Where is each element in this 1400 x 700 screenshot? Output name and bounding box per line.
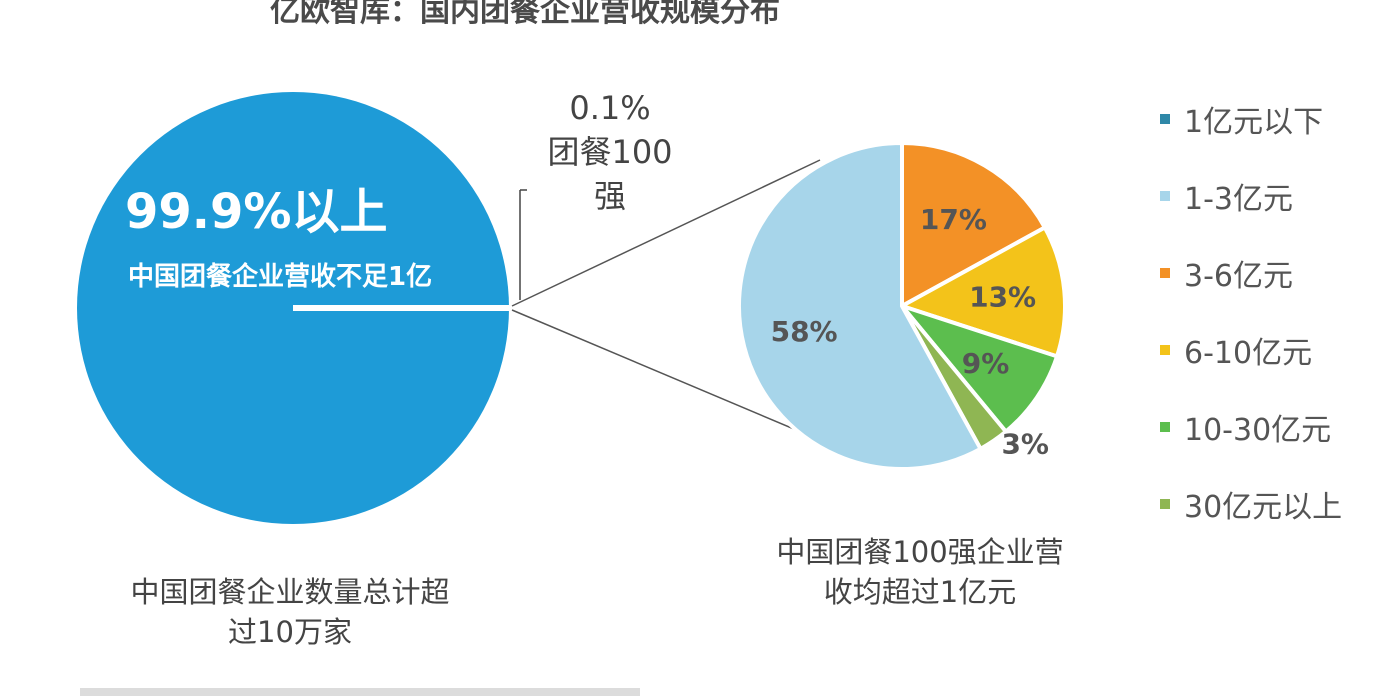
- legend-item: 1亿元以下: [1160, 80, 1342, 157]
- legend-item: 10-30亿元: [1160, 388, 1342, 465]
- pie-slice: [900, 140, 1048, 310]
- legend: 1亿元以下 1-3亿元 3-6亿元 6-10亿元 10-30亿元 30亿元以上: [1160, 80, 1342, 542]
- pie-slice-label: 3%: [1001, 428, 1049, 461]
- legend-label: 10-30亿元: [1184, 412, 1332, 448]
- legend-item: 30亿元以上: [1160, 465, 1342, 542]
- connector-line-bottom: [511, 309, 821, 441]
- pie-slice-label: 17%: [920, 203, 987, 236]
- connector-line-top: [511, 159, 821, 307]
- legend-label: 1-3亿元: [1184, 181, 1293, 217]
- legend-label: 3-6亿元: [1184, 258, 1293, 294]
- legend-swatch: [1160, 498, 1170, 509]
- legend-swatch: [1160, 344, 1170, 355]
- footer-source-line: [80, 688, 640, 696]
- pie-slice: [896, 224, 1067, 359]
- pie-slice-label: 13%: [969, 280, 1036, 313]
- legend-item: 3-6亿元: [1160, 234, 1342, 311]
- legend-label: 1亿元以下: [1184, 104, 1324, 140]
- sub-pie-caption: 中国团餐100强企业营收均超过1亿元: [776, 535, 1064, 609]
- main-pie-big-label: 99.9%以上: [125, 184, 388, 240]
- callout: 0.1% 团餐100强: [540, 86, 680, 218]
- pie-slice-label: 9%: [962, 347, 1010, 380]
- pie-slice: [737, 140, 984, 471]
- legend-swatch: [1160, 267, 1170, 278]
- legend-label: 6-10亿元: [1184, 335, 1313, 371]
- legend-item: 6-10亿元: [1160, 311, 1342, 388]
- pie-slice-label: 58%: [771, 315, 838, 348]
- sub-pie: 17% 13% 9% 3% 58%: [737, 140, 1067, 471]
- legend-swatch: [1160, 113, 1170, 124]
- legend-label: 30亿元以上: [1184, 489, 1343, 525]
- main-pie-sub-label: 中国团餐企业营收不足1亿: [128, 262, 433, 292]
- main-pie-caption: 中国团餐企业数量总计超过10万家: [130, 575, 450, 649]
- legend-item: 1-3亿元: [1160, 157, 1342, 234]
- legend-swatch: [1160, 190, 1170, 201]
- legend-swatch: [1160, 421, 1170, 432]
- callout-percent: 0.1%: [569, 89, 651, 127]
- page-title: 亿欧智库：国内团餐企业营收规模分布: [270, 0, 780, 29]
- callout-text: 团餐100强: [547, 133, 673, 215]
